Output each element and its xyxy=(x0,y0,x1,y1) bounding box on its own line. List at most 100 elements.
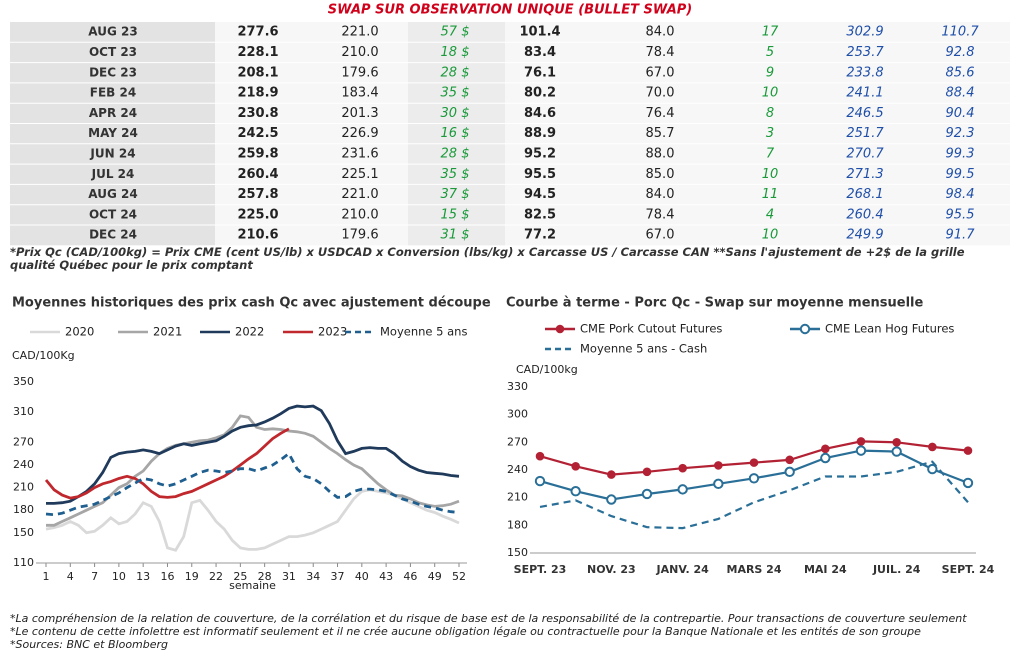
table-cell: 257.8 xyxy=(237,187,278,202)
y-tick-label: 240 xyxy=(507,463,528,476)
x-tick-label: 22 xyxy=(209,570,223,583)
table-cell: 16 $ xyxy=(441,126,470,141)
table-cell: 30 $ xyxy=(441,106,470,121)
chart-title: Courbe à terme - Porc Qc - Swap sur moye… xyxy=(506,296,924,311)
y-tick-label: 210 xyxy=(507,491,528,504)
table-cell: 10 xyxy=(762,167,779,182)
series-line xyxy=(539,440,969,476)
legend-label: 2022 xyxy=(235,325,264,339)
point xyxy=(855,445,867,456)
series-line xyxy=(45,451,460,517)
point xyxy=(678,463,687,473)
table-cell: 259.8 xyxy=(237,146,278,161)
table-cell: 78.4 xyxy=(646,45,675,60)
legend-label: Moyenne 5 ans xyxy=(380,325,467,339)
x-tick-label: JUIL. 24 xyxy=(872,563,921,576)
table-cell: 28 $ xyxy=(441,146,470,161)
table-cell: 3 xyxy=(766,126,774,141)
x-tick-label: 4 xyxy=(67,570,74,583)
y-tick-label: 180 xyxy=(13,503,34,516)
point xyxy=(571,462,580,471)
table-cell: 80.2 xyxy=(524,86,556,101)
table-cell: 99.3 xyxy=(946,146,975,161)
x-tick-label: 46 xyxy=(403,570,417,583)
y-axis-label: CAD/100Kg xyxy=(12,349,75,362)
point xyxy=(821,444,830,454)
table-cell: 77.2 xyxy=(524,228,556,243)
point xyxy=(606,494,617,505)
table-cell: 9 xyxy=(766,65,774,80)
table-cell: 94.5 xyxy=(524,187,556,202)
point xyxy=(856,437,866,446)
series-line xyxy=(46,414,460,527)
legend-marker xyxy=(555,324,565,334)
x-tick-label: 40 xyxy=(355,570,369,583)
point xyxy=(642,467,652,477)
table-cell: 11 xyxy=(762,187,779,202)
point xyxy=(962,477,974,489)
point xyxy=(714,461,723,470)
table-cell: 92.3 xyxy=(946,126,975,141)
x-tick-label: 16 xyxy=(160,570,174,583)
note: *La compréhension de la relation de couv… xyxy=(10,612,967,625)
table-cell: 82.5 xyxy=(524,207,556,222)
x-tick-label: 1 xyxy=(43,570,50,583)
table-cell: 221.0 xyxy=(341,187,378,202)
table-cell: 225.1 xyxy=(341,167,378,182)
table-cell: 57 $ xyxy=(441,25,470,40)
y-tick-label: 270 xyxy=(507,435,528,448)
y-tick-label: 150 xyxy=(13,526,34,539)
table-cell: 101.4 xyxy=(519,25,560,40)
table-cell: JUN 24 xyxy=(89,146,135,160)
note: *Le contenu de cette infolettre est info… xyxy=(10,625,921,638)
table-cell: 249.9 xyxy=(846,228,883,243)
y-tick-label: 310 xyxy=(13,405,34,418)
table-cell: 76.4 xyxy=(646,106,675,121)
point xyxy=(570,486,581,497)
x-tick-label: 34 xyxy=(306,570,320,583)
point xyxy=(677,484,688,495)
table-cell: 228.1 xyxy=(237,45,278,60)
col-bg xyxy=(10,22,215,246)
point xyxy=(713,478,724,490)
table-cell: 225.0 xyxy=(237,207,278,222)
table-cell: 226.9 xyxy=(341,126,378,141)
table-cell: 253.7 xyxy=(846,45,884,60)
table-cell: DEC 23 xyxy=(89,65,137,79)
series-line xyxy=(44,427,290,500)
table-cell: 83.4 xyxy=(524,45,556,60)
table-cell: 76.1 xyxy=(524,65,556,80)
x-tick-label: 49 xyxy=(428,570,442,583)
x-tick-label: 25 xyxy=(233,570,247,583)
point xyxy=(891,446,902,457)
point xyxy=(784,466,795,478)
table-cell: 260.4 xyxy=(846,207,883,222)
table-cell: 67.0 xyxy=(646,228,675,243)
table-cell: 4 xyxy=(766,207,774,222)
table-cell: 18 $ xyxy=(441,45,470,60)
table-cell: DEC 24 xyxy=(89,228,137,242)
legend-label: CME Lean Hog Futures xyxy=(825,322,954,336)
y-tick-label: 300 xyxy=(507,408,528,421)
table-cell: 15 $ xyxy=(441,207,470,222)
table-cell: 241.1 xyxy=(846,86,883,101)
table-cell: 218.9 xyxy=(237,86,278,101)
legend-label: 2020 xyxy=(65,325,94,339)
table-cell: 230.8 xyxy=(237,106,278,121)
legend-marker xyxy=(799,323,811,335)
x-tick-label: 43 xyxy=(379,570,393,583)
table-cell: 91.7 xyxy=(946,228,976,243)
y-axis-label: CAD/100kg xyxy=(516,363,578,376)
table-cell: AUG 23 xyxy=(88,25,137,39)
point xyxy=(748,473,760,484)
table-cell: 35 $ xyxy=(441,167,470,182)
notes: *La compréhension de la relation de couv… xyxy=(10,612,967,651)
legend-label: Moyenne 5 ans - Cash xyxy=(580,342,707,356)
y-tick-label: 210 xyxy=(13,481,34,494)
table-cell: 208.1 xyxy=(237,65,278,80)
x-axis-label: semaine xyxy=(229,579,276,592)
point xyxy=(963,446,973,455)
point xyxy=(820,452,831,464)
legend-label: 2021 xyxy=(153,325,182,339)
table-cell: 85.0 xyxy=(646,167,675,182)
